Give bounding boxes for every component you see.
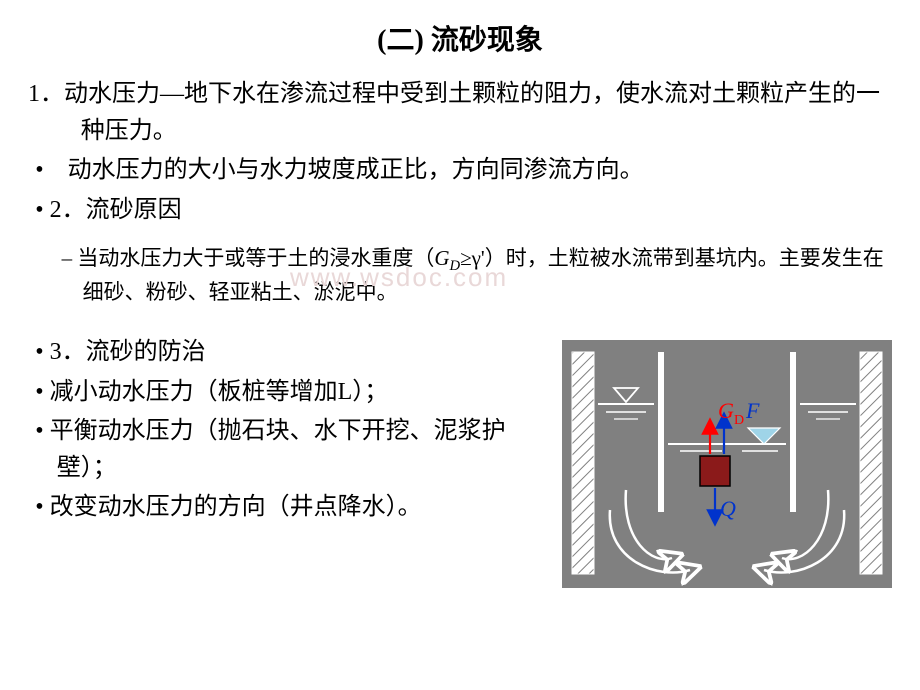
- svg-text:F: F: [745, 398, 760, 423]
- slide-title: (二) 流砂现象: [0, 0, 920, 76]
- svg-text:D: D: [734, 413, 744, 428]
- diagram-svg: GDF Q: [562, 340, 892, 588]
- diagram: GDF Q: [562, 340, 892, 588]
- bullet-4: • 减小动水压力（板桩等增加L）；: [28, 374, 544, 411]
- content-block: 1．动水压力—地下水在渗流过程中受到土颗粒的阻力，使水流对土颗粒产生的一种压力。…: [0, 76, 920, 308]
- sub-pre: – 当动水压力大于或等于土的浸水重度（: [62, 246, 435, 270]
- svg-text:G: G: [718, 398, 734, 423]
- lower-text: • 3．流砂的防治 • 减小动水压力（板桩等增加L）； • 平衡动水压力（抛石块…: [28, 334, 544, 528]
- var-gd-sub: D: [450, 258, 461, 274]
- var-gd: G: [434, 246, 449, 270]
- svg-text:Q: Q: [720, 496, 736, 521]
- bullet-3: • 3．流砂的防治: [28, 334, 544, 371]
- bullet-5: • 平衡动水压力（抛石块、水下开挖、泥浆护壁）；: [28, 413, 544, 487]
- bullet-2: • 2．流砂原因: [28, 192, 892, 229]
- bullet-6: • 改变动水压力的方向（井点降水）。: [28, 489, 544, 526]
- bullet-1: • 动水压力的大小与水力坡度成正比，方向同渗流方向。: [28, 152, 892, 189]
- sub-paragraph: – 当动水压力大于或等于土的浸水重度（GD≥γ'）时，土粒被水流带到基坑内。主要…: [28, 243, 892, 309]
- lower-block: • 3．流砂的防治 • 减小动水压力（板桩等增加L）； • 平衡动水压力（抛石块…: [0, 334, 920, 588]
- paragraph-1: 1．动水压力—地下水在渗流过程中受到土颗粒的阻力，使水流对土颗粒产生的一种压力。: [28, 76, 892, 150]
